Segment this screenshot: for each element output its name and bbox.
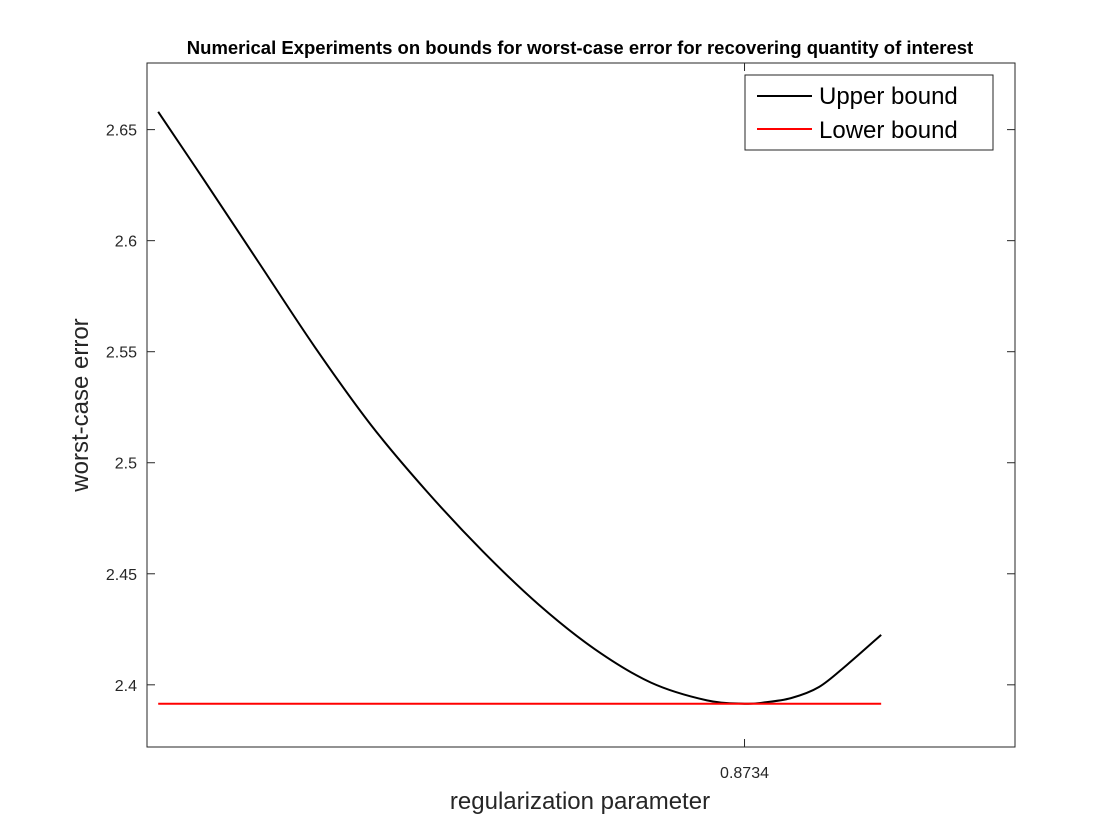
legend-box — [744, 74, 994, 151]
y-axis-label: worst-case error — [67, 318, 94, 492]
y-tick-label: 2.55 — [106, 345, 137, 362]
y-tick-label: 2.45 — [106, 567, 137, 584]
x-axis-label: regularization parameter — [450, 788, 710, 815]
y-tick-label: 2.65 — [106, 123, 137, 140]
plot-frame — [146, 62, 1016, 748]
y-tick-label: 2.6 — [115, 234, 137, 251]
legend: Upper bound Lower bound — [744, 74, 994, 151]
tick-layer: 2.4 2.45 2.5 2.55 2.6 2.65 0.8734 — [106, 63, 1015, 782]
chart-title: Numerical Experiments on bounds for wors… — [187, 37, 973, 58]
x-tick-label: 0.8734 — [720, 765, 769, 782]
legend-label-upper-bound: Upper bound — [819, 83, 958, 110]
plot-area — [147, 63, 1015, 747]
y-tick-label: 2.5 — [115, 456, 137, 473]
legend-label-lower-bound: Lower bound — [819, 117, 958, 144]
series-layer — [157, 111, 882, 705]
y-tick-label: 2.4 — [115, 678, 137, 695]
series-line-upper-bound — [157, 111, 882, 705]
